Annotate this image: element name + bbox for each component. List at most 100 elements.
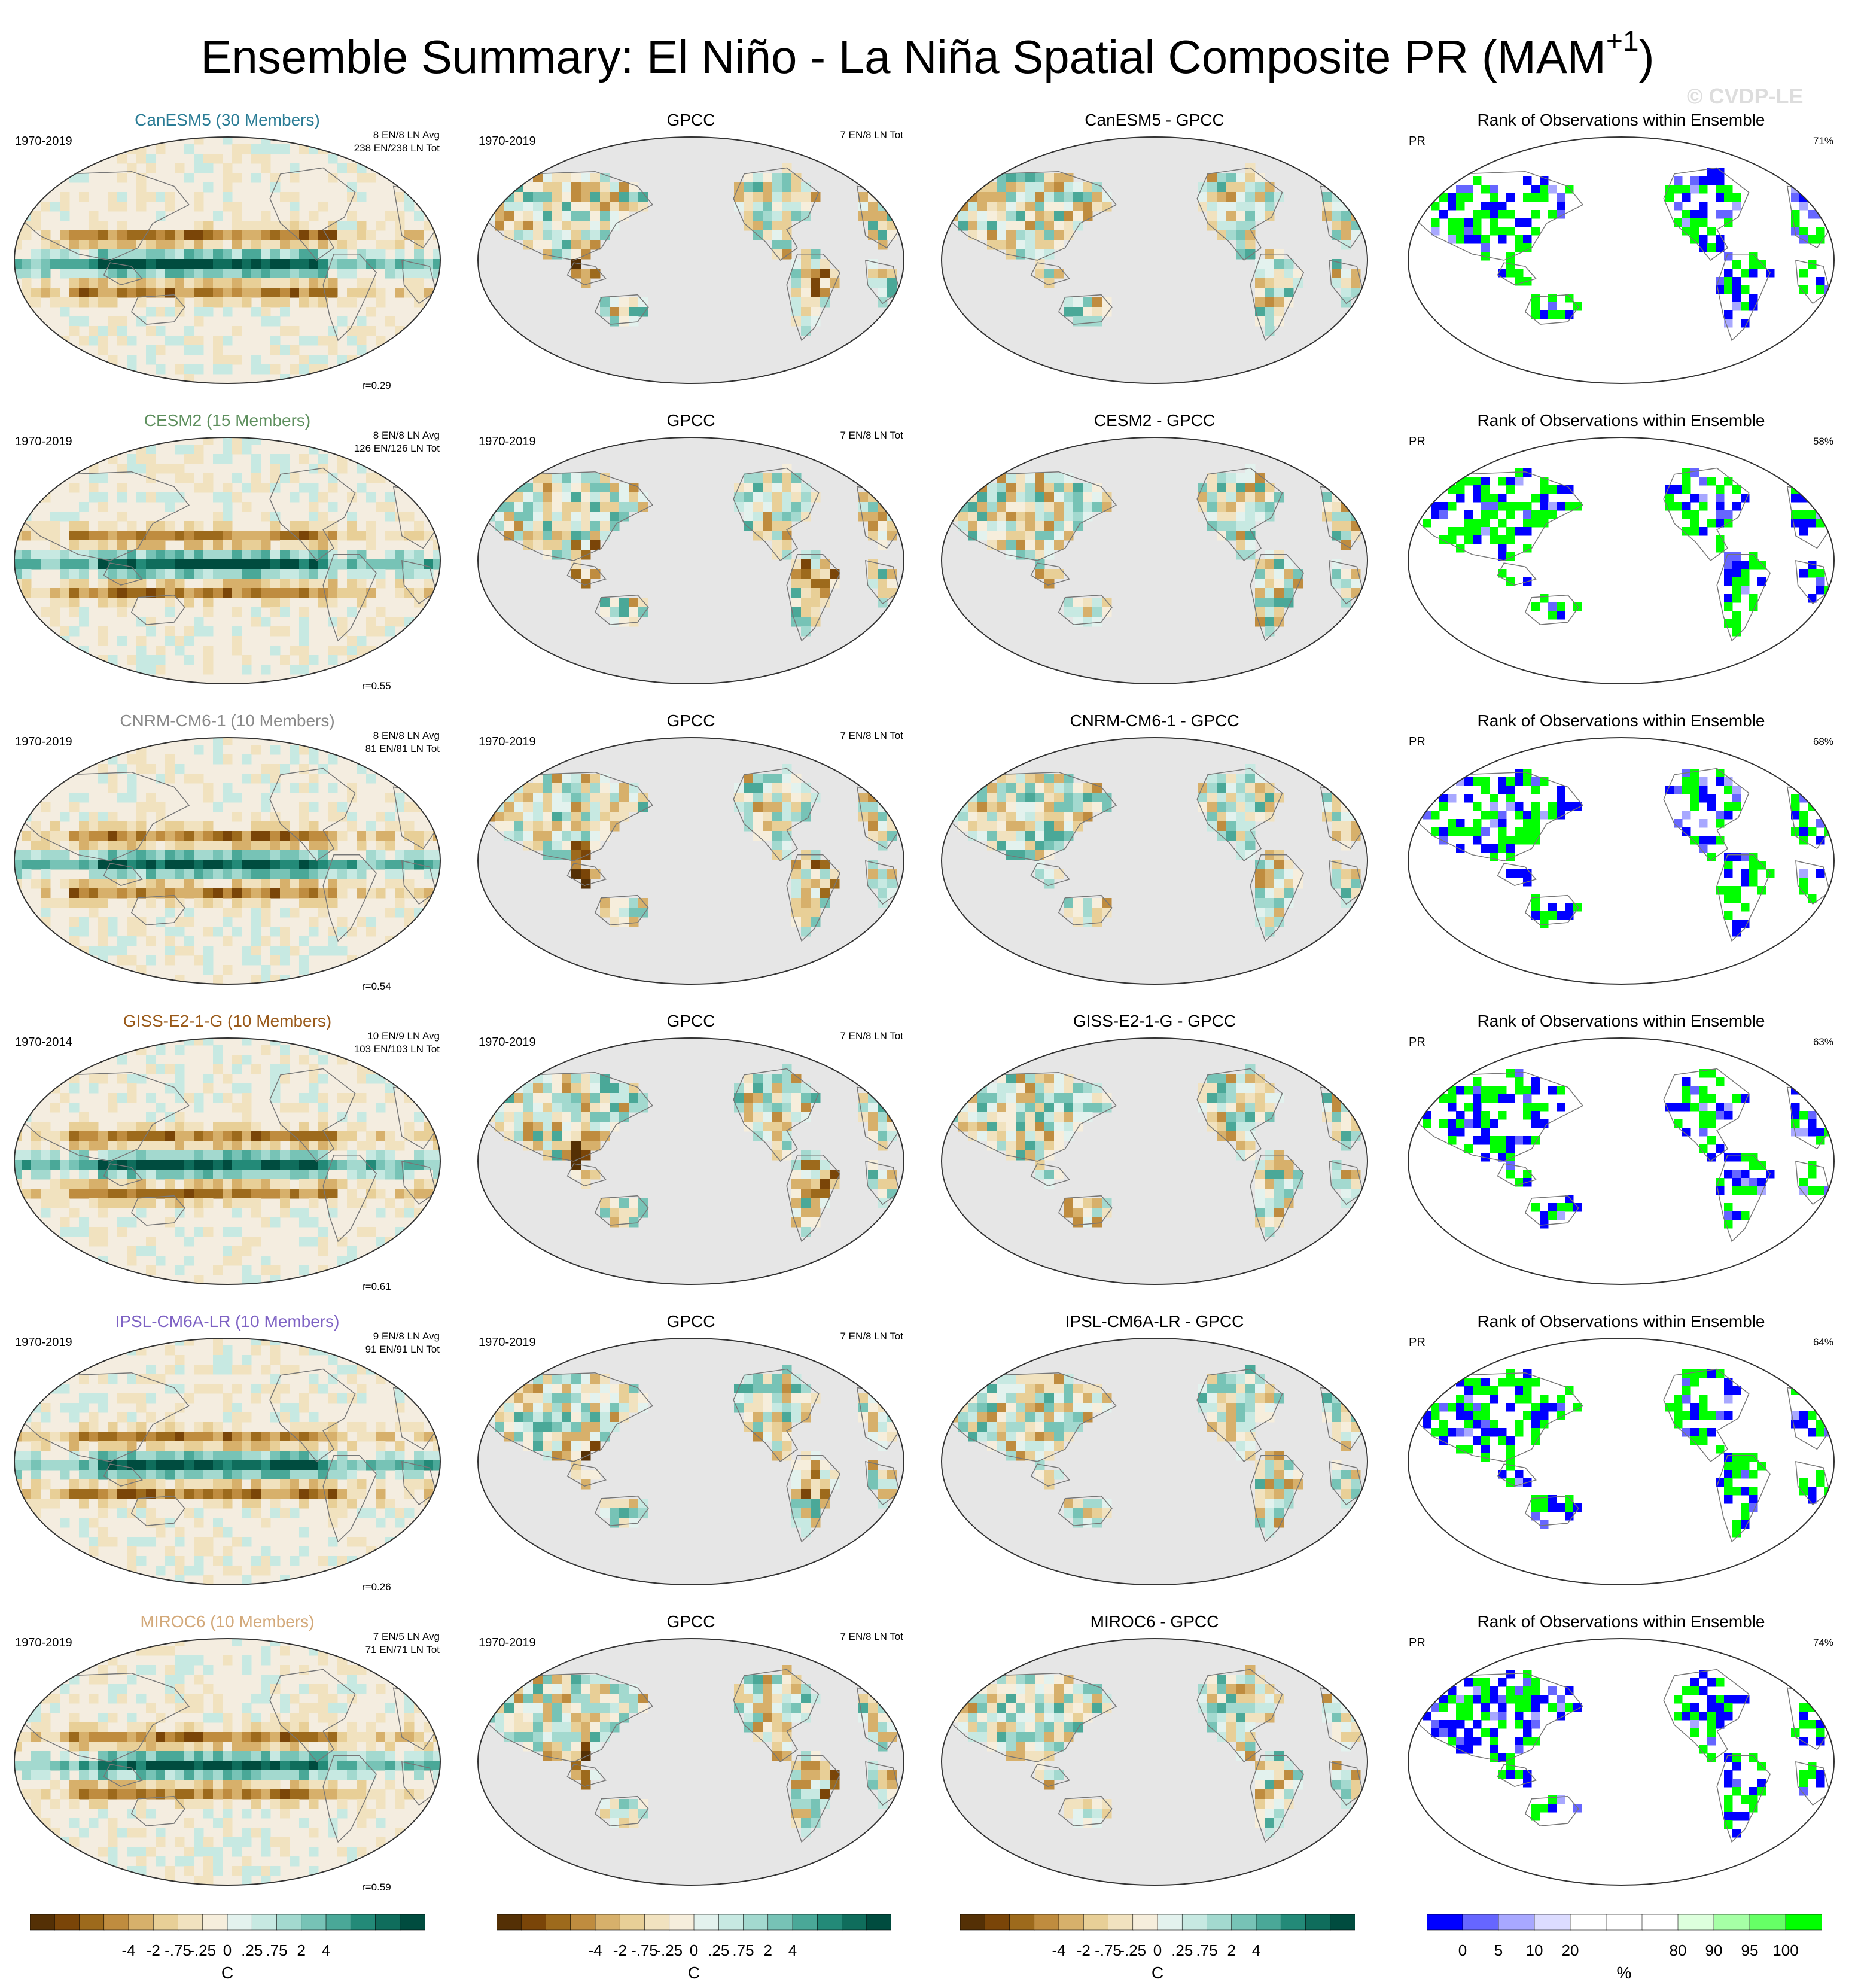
variable-label: PR — [1409, 735, 1425, 748]
variable-label: PR — [1409, 135, 1425, 148]
colorbar-unit: C — [221, 1963, 234, 1982]
watermark: © CVDP-LE — [1687, 84, 1804, 108]
colorbar-swatch — [375, 1914, 401, 1931]
panel-title: MIROC6 - GPCC — [1090, 1612, 1219, 1631]
colorbar-tick-label: 2 — [763, 1941, 772, 1959]
colorbar-swatch — [1641, 1914, 1679, 1931]
panel-title: GPCC — [666, 1312, 715, 1331]
colorbar-swatch — [792, 1914, 818, 1931]
colorbar-swatch — [767, 1914, 793, 1931]
colorbar-unit: C — [1151, 1963, 1164, 1982]
diff-panel: CESM2 - GPCC — [930, 393, 1379, 692]
panel-title: Rank of Observations within Ensemble — [1477, 1312, 1765, 1331]
panel-title: CanESM5 - GPCC — [1085, 111, 1225, 129]
panel-title: Rank of Observations within Ensemble — [1477, 411, 1765, 430]
avg-count: 8 EN/8 LN Avg — [373, 730, 440, 741]
colorbar-tick-label: 5 — [1494, 1941, 1503, 1959]
diff-panel: GISS-E2-1-G - GPCC — [930, 994, 1379, 1293]
world-map — [1408, 1338, 1835, 1585]
pattern-correlation: r=0.26 — [362, 1581, 391, 1593]
colorbar-tick-label: -2 — [1076, 1941, 1091, 1959]
colorbar-tick-label: 10 — [1525, 1941, 1543, 1959]
panel-title: MIROC6 (10 Members) — [140, 1612, 315, 1631]
period-label: 1970-2019 — [15, 435, 72, 448]
world-map — [941, 136, 1368, 384]
panel-title: IPSL-CM6A-LR (10 Members) — [115, 1312, 340, 1331]
colorbar-tick-label: 4 — [321, 1941, 331, 1959]
colorbar-swatch — [178, 1914, 203, 1931]
world-map — [14, 1037, 441, 1285]
colorbar-swatch — [1181, 1914, 1208, 1931]
period-label: 1970-2019 — [479, 735, 536, 748]
colorbar-swatch — [1462, 1914, 1499, 1931]
period-label: 1970-2019 — [15, 1336, 72, 1349]
colorbar: -4 -2 -.75 -.25 0 .25.75 2 4 C — [29, 1914, 425, 1986]
obs-panel: GPCC 1970-2019 7 EN/8 LN Tot — [467, 693, 915, 993]
colorbar-swatch — [595, 1914, 621, 1931]
colorbar-swatch — [1606, 1914, 1643, 1931]
colorbar-ticks: -4 -2 -.75 -.25 0.25.75 2 4 — [960, 1941, 1355, 1965]
colorbar-swatch — [1498, 1914, 1535, 1931]
colorbar-swatch — [325, 1914, 352, 1931]
colorbar-swatch — [128, 1914, 154, 1931]
rank-panel: Rank of Observations within Ensemble PR 63… — [1397, 994, 1845, 1293]
colorbar-ticks: 0 5 10 20 80 90 95 100 — [1427, 1941, 1822, 1965]
colorbar-tick-label: 100 — [1772, 1941, 1799, 1959]
colorbar-swatch — [1058, 1914, 1085, 1931]
figure-title: Ensemble Summary: El Niño - La Niña Spat… — [200, 26, 1655, 83]
colorbar-swatch — [984, 1914, 1010, 1931]
total-count: 103 EN/103 LN Tot — [354, 1043, 440, 1055]
panel-title: GPCC — [666, 1612, 715, 1631]
colorbar-tick-label: .25 — [708, 1941, 730, 1959]
event-counts: 7 EN/8 LN Tot — [840, 430, 903, 441]
panel-title: CNRM-CM6-1 (10 Members) — [120, 711, 335, 730]
colorbar-swatch — [79, 1914, 105, 1931]
colorbar-tick-label: 80 — [1669, 1941, 1687, 1959]
colorbar-tick-label: 90 — [1705, 1941, 1723, 1959]
pattern-correlation: r=0.29 — [362, 380, 391, 391]
period-label: 1970-2019 — [479, 1336, 536, 1349]
world-map — [477, 1638, 904, 1886]
world-map — [477, 1338, 904, 1585]
diff-panel: CanESM5 - GPCC — [930, 93, 1379, 392]
colorbar-swatch — [619, 1914, 645, 1931]
avg-count: 9 EN/8 LN Avg — [373, 1331, 440, 1342]
total-count: 238 EN/238 LN Tot — [354, 142, 440, 154]
event-counts: 8 EN/8 LN Avg 238 EN/238 LN Tot — [354, 129, 440, 155]
colorbar-ticks: -4 -2 -.75 -.25 0.25.75 2 4 — [30, 1941, 425, 1965]
period-label: 1970-2019 — [479, 435, 536, 448]
colorbar-tick-label: -.25 — [656, 1941, 683, 1959]
colorbar-tick-label: 0 — [1153, 1941, 1162, 1959]
panel-title: CESM2 (15 Members) — [144, 411, 311, 430]
world-map — [477, 1037, 904, 1285]
colorbar-tick-label: -2 — [613, 1941, 627, 1959]
panel-title: GPCC — [666, 711, 715, 730]
panel-title: CESM2 - GPCC — [1093, 411, 1216, 430]
model-panel: CESM2 (15 Members) 1970-2019 8 EN/8 LN Avg… — [3, 393, 452, 692]
panel-title: GPCC — [666, 1012, 715, 1030]
world-map — [14, 437, 441, 684]
rank-panel: Rank of Observations within Ensemble PR 64… — [1397, 1294, 1845, 1593]
colorbar-swatch — [644, 1914, 670, 1931]
colorbar-swatch — [743, 1914, 769, 1931]
colorbar-swatch — [1108, 1914, 1134, 1931]
colorbar-tick-label: -4 — [588, 1941, 602, 1959]
world-map — [14, 1638, 441, 1886]
diff-panel: MIROC6 - GPCC — [930, 1594, 1379, 1893]
total-count: 71 EN/71 LN Tot — [365, 1644, 440, 1655]
world-map — [14, 1338, 441, 1585]
event-counts: 10 EN/9 LN Avg 103 EN/103 LN Tot — [354, 1030, 440, 1056]
model-panel: CanESM5 (30 Members) 1970-2019 8 EN/8 LN A… — [3, 93, 452, 392]
event-counts: 7 EN/8 LN Tot — [840, 730, 903, 741]
colorbar-tick-label: .25 — [1171, 1941, 1193, 1959]
pattern-correlation: r=0.59 — [362, 1882, 391, 1893]
colorbar-swatch — [1713, 1914, 1750, 1931]
world-map — [1408, 1638, 1835, 1886]
colorbar-swatch — [817, 1914, 843, 1931]
colorbar-swatch — [1280, 1914, 1306, 1931]
colorbar-swatch — [54, 1914, 80, 1931]
period-label: 1970-2019 — [15, 1636, 72, 1649]
variable-label: PR — [1409, 1636, 1425, 1649]
panel-title: Rank of Observations within Ensemble — [1477, 1612, 1765, 1631]
period-label: 1970-2019 — [15, 735, 72, 748]
